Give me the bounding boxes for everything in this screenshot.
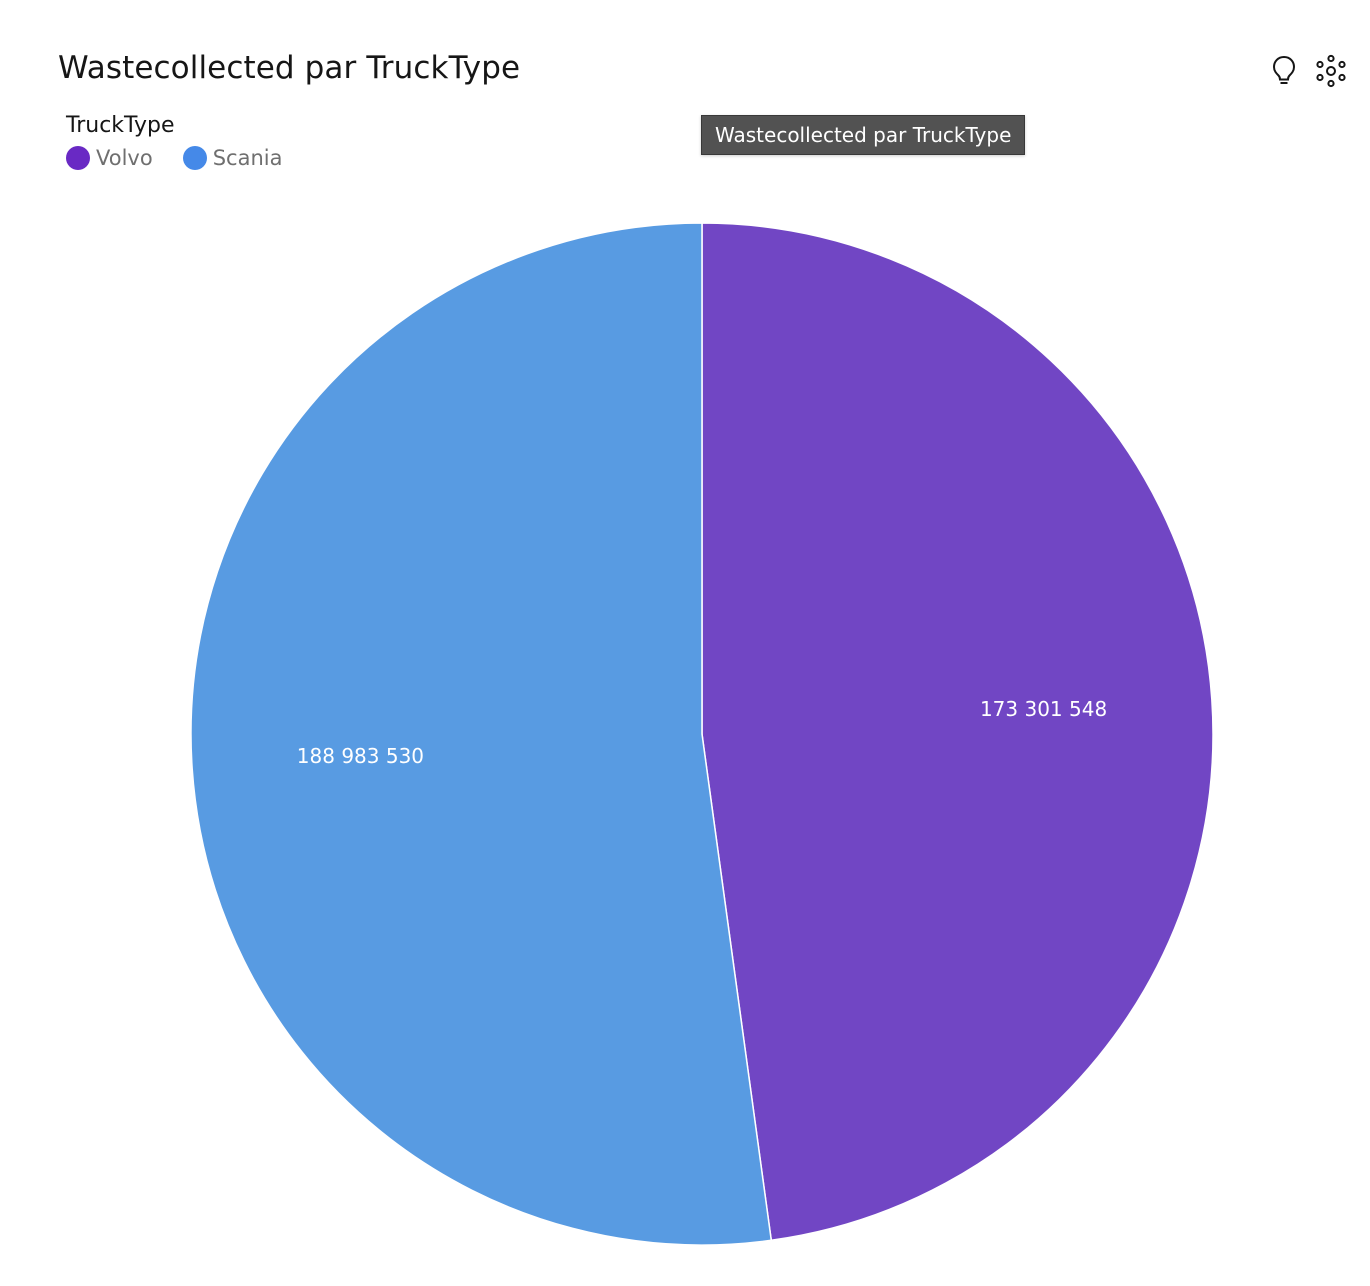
legend-swatch-volvo bbox=[66, 146, 90, 170]
chart-title: Wastecollected par TruckType bbox=[58, 50, 521, 86]
legend-label-volvo: Volvo bbox=[96, 146, 153, 170]
cluster-icon[interactable] bbox=[1313, 53, 1349, 89]
legend-title: TruckType bbox=[66, 113, 175, 138]
pie-slice-volvo[interactable] bbox=[701, 222, 1214, 1242]
pie-slice-label-volvo: 173 301 548 bbox=[980, 697, 1107, 721]
legend-label-scania: Scania bbox=[212, 146, 283, 170]
legend-item-volvo[interactable]: Volvo bbox=[66, 146, 153, 170]
legend-swatch-scania bbox=[182, 146, 207, 170]
tooltip: Wastecollected par TruckType bbox=[701, 115, 1026, 155]
legend-item-scania[interactable]: Scania bbox=[182, 146, 283, 170]
legend: Volvo Scania bbox=[66, 146, 312, 170]
pie-slice-scania[interactable] bbox=[190, 222, 773, 1246]
pie-slice-label-scania: 188 983 530 bbox=[297, 744, 424, 768]
lightbulb-icon[interactable] bbox=[1266, 53, 1302, 89]
